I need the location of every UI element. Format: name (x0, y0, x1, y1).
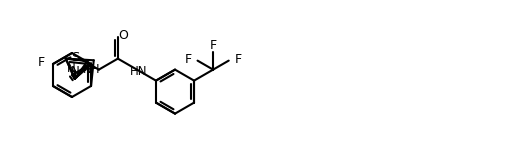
Text: HN: HN (130, 65, 148, 78)
Text: F: F (38, 57, 45, 69)
Text: O: O (118, 29, 128, 42)
Text: F: F (184, 53, 192, 66)
Text: S: S (72, 51, 80, 64)
Text: NH: NH (83, 63, 101, 76)
Text: N: N (71, 65, 80, 78)
Text: N: N (67, 62, 75, 74)
Text: N: N (84, 61, 93, 74)
Text: F: F (235, 53, 242, 66)
Text: F: F (210, 39, 217, 52)
